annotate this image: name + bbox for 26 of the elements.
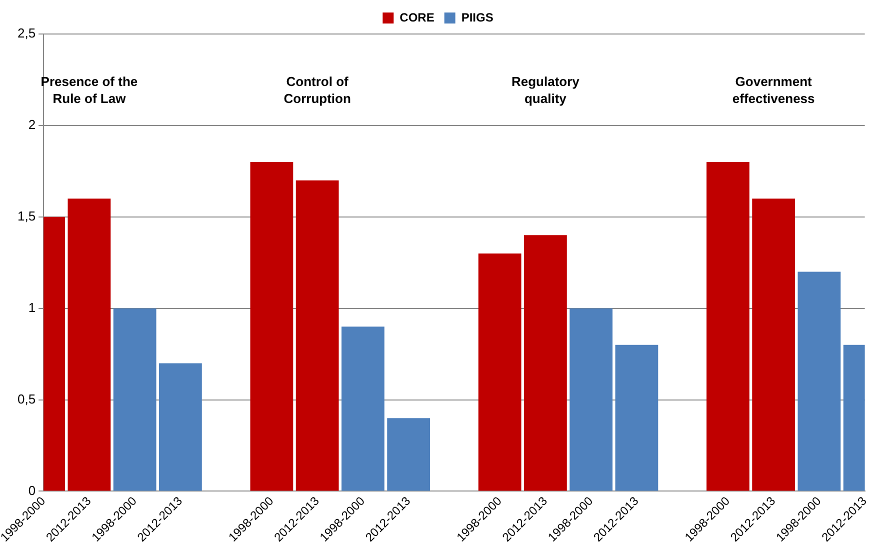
y-tick-label: 1	[28, 300, 36, 315]
annotation: Regulatory quality	[511, 74, 580, 106]
annotation: Presence of the Rule of Law	[40, 74, 138, 106]
bar	[570, 308, 613, 491]
legend-label: PIIGS	[461, 10, 494, 24]
bar	[159, 363, 202, 491]
y-tick-label: 2,5	[18, 26, 36, 41]
bar	[524, 235, 567, 491]
legend-label: CORE	[400, 10, 434, 24]
bar	[478, 253, 522, 491]
bar	[752, 198, 796, 491]
bar	[615, 344, 658, 491]
y-tick-label: 0	[28, 482, 36, 498]
bar	[250, 162, 294, 491]
y-tick-label: 1,5	[18, 208, 36, 224]
bar	[706, 162, 750, 491]
bar	[296, 180, 339, 491]
bar	[798, 272, 841, 491]
bar	[68, 198, 111, 491]
bar	[342, 326, 384, 491]
bar	[113, 308, 156, 491]
y-tick-label: 0,5	[18, 391, 36, 406]
annotation: Government effectiveness	[732, 74, 815, 106]
bar	[387, 418, 430, 491]
annotation: Control of Corruption	[284, 74, 351, 106]
y-tick-label: 2	[28, 117, 36, 132]
